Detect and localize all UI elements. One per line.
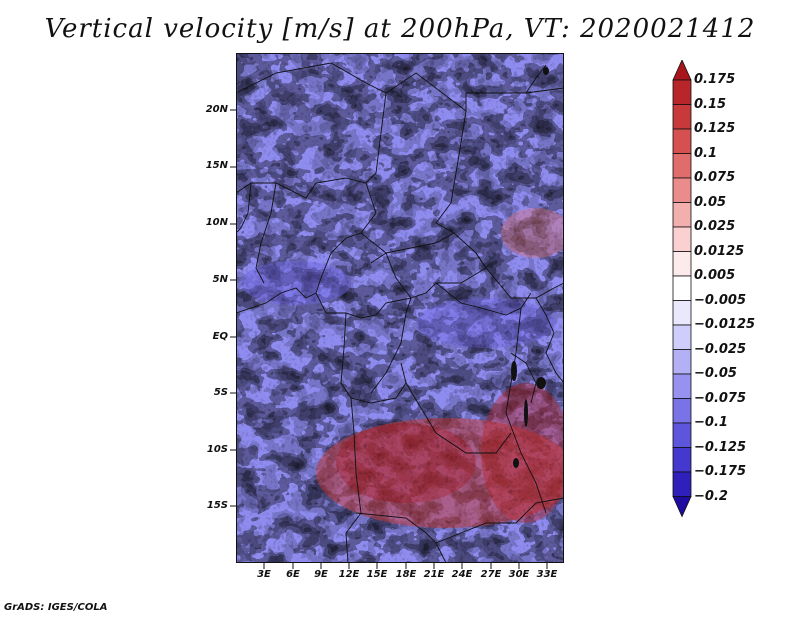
colorbar-label: −0.005 xyxy=(694,292,747,308)
lon-label: 6E xyxy=(286,569,300,580)
colorbar-label: −0.0125 xyxy=(694,317,756,332)
lat-label: 10S xyxy=(206,444,228,455)
colorbar-segment xyxy=(672,471,692,497)
colorbar-label: −0.05 xyxy=(694,366,737,381)
colorbar-segment xyxy=(672,226,692,252)
colorbar-label: 0.125 xyxy=(694,121,736,136)
colorbar-label: 0.025 xyxy=(694,219,736,234)
colorbar-label: −0.075 xyxy=(694,390,747,406)
vertical-velocity-field xyxy=(236,53,564,563)
lon-label: 3E xyxy=(257,569,271,580)
colorbar-label: 0.1 xyxy=(694,145,718,161)
colorbar-segment xyxy=(672,447,692,473)
colorbar-label: 0.005 xyxy=(694,268,736,283)
colorbar-segment xyxy=(672,324,692,350)
lat-label: 15N xyxy=(205,160,228,171)
colorbar-segment xyxy=(672,177,692,203)
colorbar-segment xyxy=(672,251,692,277)
lon-label: 24E xyxy=(451,569,473,580)
colorbar-segment xyxy=(672,128,692,154)
lon-label: 18E xyxy=(395,569,417,580)
colorbar-label: 0.15 xyxy=(694,96,727,112)
colorbar-label: 0.05 xyxy=(694,194,727,210)
axis-ticks xyxy=(230,109,548,569)
colorbar-segment xyxy=(672,104,692,130)
lon-label: 27E xyxy=(480,569,502,580)
colorbar-segment xyxy=(672,349,692,375)
lat-label: 5N xyxy=(212,274,228,285)
lat-label: 20N xyxy=(205,104,228,115)
lat-label: 10N xyxy=(205,217,228,228)
colorbar-label: −0.1 xyxy=(694,415,728,430)
colorbar-segment xyxy=(672,398,692,424)
colorbar-segment xyxy=(672,300,692,326)
colorbar-segment xyxy=(672,373,692,399)
lat-label: 5S xyxy=(213,387,228,398)
colorbar-label: −0.2 xyxy=(694,488,728,504)
colorbar xyxy=(672,60,692,518)
colorbar-segment xyxy=(672,275,692,301)
lon-label: 33E xyxy=(536,569,558,580)
map-panel xyxy=(236,53,564,563)
colorbar-label: −0.125 xyxy=(694,439,747,455)
colorbar-label: 0.075 xyxy=(694,170,736,185)
colorbar-label: 0.175 xyxy=(694,72,736,87)
colorbar-segment xyxy=(672,79,692,105)
colorbar-segment xyxy=(672,422,692,448)
colorbar-segment xyxy=(672,153,692,179)
lat-label: EQ xyxy=(212,331,228,342)
lon-label: 9E xyxy=(314,569,328,580)
colorbar-label: −0.025 xyxy=(694,341,747,357)
lon-label: 21E xyxy=(423,569,445,580)
grads-credit: GrADS: IGES/COLA xyxy=(4,602,108,613)
colorbar-label: 0.0125 xyxy=(694,243,745,259)
colorbar-arrow-top xyxy=(672,60,692,81)
lon-label: 30E xyxy=(508,569,530,580)
lon-label: 12E xyxy=(338,569,360,580)
country-borders xyxy=(236,62,564,563)
map-frame xyxy=(236,53,564,563)
map-title: Vertical velocity [m/s] at 200hPa, VT: 2… xyxy=(44,14,756,44)
colorbar-segment xyxy=(672,202,692,228)
colorbar-arrow-bottom xyxy=(672,496,692,518)
lakes xyxy=(511,67,549,468)
lat-label: 15S xyxy=(206,500,228,511)
lon-label: 15E xyxy=(366,569,388,580)
colorbar-label: −0.175 xyxy=(694,464,747,479)
